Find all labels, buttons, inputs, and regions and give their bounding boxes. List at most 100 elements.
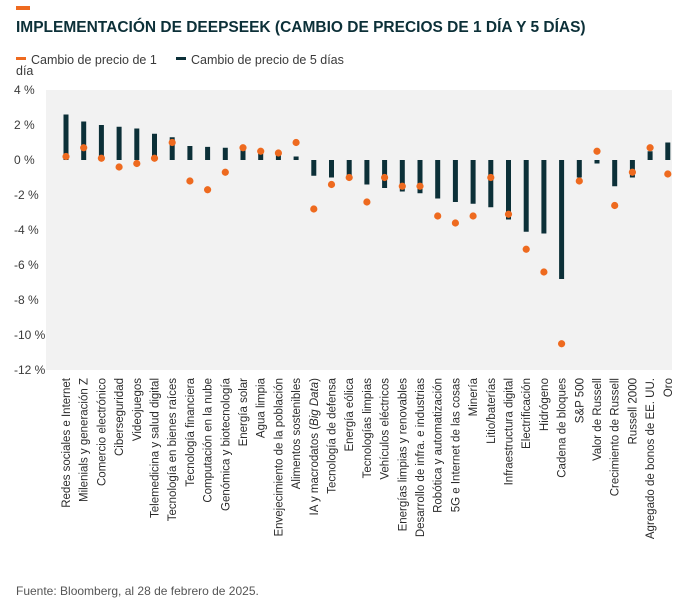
bar-5-day (293, 156, 299, 160)
x-tick-label: Tecnología de defensa (327, 377, 339, 493)
bar-5-day (541, 160, 547, 234)
point-1-day (664, 170, 672, 178)
point-1-day (540, 268, 548, 276)
x-tick-label: Electrificación (521, 378, 533, 449)
bar-5-day (98, 125, 104, 160)
legend-label-1-day: Cambio de precio de 1 (31, 53, 157, 67)
bar-5-day (523, 160, 529, 232)
y-tick-label: -12 % (14, 363, 46, 377)
point-1-day (239, 144, 247, 152)
bar-5-day (346, 160, 352, 180)
x-tick-label: Vehículos eléctricos (380, 378, 392, 480)
bar-5-day (205, 146, 211, 160)
point-1-day (257, 147, 265, 155)
point-1-day (593, 147, 601, 155)
point-1-day (62, 152, 70, 161)
point-1-day (274, 149, 282, 157)
bar-5-day (506, 160, 511, 220)
bar-5-day (470, 160, 476, 204)
point-1-day (575, 177, 583, 185)
title-accent-bar (16, 6, 30, 10)
plot-area (46, 90, 672, 370)
bar-5-day (594, 160, 600, 164)
point-1-day (416, 182, 424, 190)
point-1-day (133, 159, 141, 168)
x-tick-label: Hidrógeno (539, 378, 551, 431)
point-1-day (558, 340, 566, 348)
bar-5-day (222, 147, 228, 160)
point-1-day (381, 173, 389, 182)
x-tick-label: Videojuegos (132, 378, 144, 441)
bar-5-day (559, 160, 565, 279)
point-1-day (221, 168, 229, 176)
x-tick-label: Crecimiento de Russell (610, 378, 622, 496)
bar-5-day (116, 126, 122, 160)
point-1-day (292, 138, 300, 147)
bar-5-day (152, 133, 157, 160)
x-tick-label: Comercio electrónico (96, 378, 108, 486)
x-tick-label: Energía solar (238, 378, 250, 447)
bar-5-day (435, 160, 441, 199)
x-tick-label: Computación en la nube (203, 378, 215, 503)
x-tick-label: Litio/baterías (486, 378, 498, 444)
bar-5-day (169, 137, 175, 160)
point-1-day (327, 180, 336, 189)
bar-5-day (399, 160, 405, 192)
y-tick-label: 4 % (14, 83, 35, 97)
x-tick-label: Alimentos sostenibles (291, 378, 303, 489)
point-1-day (646, 144, 654, 152)
point-1-day (434, 212, 442, 220)
point-1-day (150, 154, 159, 162)
chart-title: IMPLEMENTACIÓN DE DEEPSEEK (CAMBIO DE PR… (16, 19, 586, 36)
point-1-day (310, 205, 318, 213)
bar-5-day (612, 160, 618, 187)
legend-swatch-1-day (16, 57, 26, 61)
bar-5-day (240, 148, 246, 160)
x-tick-label: Energía eólica (344, 377, 356, 451)
point-1-day (487, 173, 495, 182)
x-tick-label: 5G e Internet de las cosas (450, 378, 462, 512)
bar-5-day (647, 151, 653, 160)
bar-5-day (488, 160, 494, 208)
point-1-day (522, 245, 530, 253)
bar-5-day (187, 146, 193, 160)
x-tick-label: Envejecimiento de la población (273, 378, 285, 537)
legend-label-5-day: Cambio de precio de 5 días (191, 53, 344, 67)
point-1-day (363, 198, 371, 206)
bar-5-day (134, 128, 140, 160)
legend-item-1-day: Cambio de precio de 1 (16, 53, 157, 67)
x-tick-label: Ciberseguridad (114, 378, 126, 456)
point-1-day (115, 163, 123, 171)
legend-swatch-5-day (176, 57, 186, 61)
y-tick-label: 0 % (14, 153, 35, 167)
bar-5-day (665, 142, 671, 160)
x-tick-label: Agregado de bonos de EE. UU. (645, 378, 657, 539)
point-1-day (97, 154, 105, 162)
point-1-day (469, 212, 477, 220)
x-tick-label: Robótica y automatización (433, 378, 445, 513)
bar-5-day (329, 160, 334, 178)
x-tick-label: Redes sociales e Internet (61, 377, 73, 508)
legend-item-5-day: Cambio de precio de 5 días (176, 53, 344, 67)
bar-5-day (452, 160, 458, 202)
x-tick-label: S&P 500 (574, 378, 586, 423)
point-1-day (628, 168, 637, 176)
point-1-day (204, 186, 212, 194)
point-1-day (611, 201, 619, 210)
x-tick-label: Genómica y biotecnología (220, 377, 232, 511)
x-tick-label: Oro (663, 378, 675, 397)
point-1-day (80, 144, 88, 152)
point-1-day (451, 219, 459, 227)
point-1-day (168, 138, 176, 147)
source-note: Fuente: Bloomberg, al 28 de febrero de 2… (16, 584, 259, 598)
legend-label-1-day-line2: día (16, 64, 34, 78)
y-tick-label: -4 % (14, 223, 39, 237)
bar-5-day (364, 160, 370, 185)
x-tick-label: Cadena de bloques (557, 378, 569, 478)
x-tick-label: Tecnología financiera (185, 377, 197, 486)
x-tick-label: Milenials y generación Z (79, 378, 91, 502)
x-tick-label: Tecnología en bienes raíces (167, 378, 179, 521)
x-tick-label: Agua limpia (256, 377, 268, 438)
y-tick-label: -2 % (14, 188, 39, 202)
